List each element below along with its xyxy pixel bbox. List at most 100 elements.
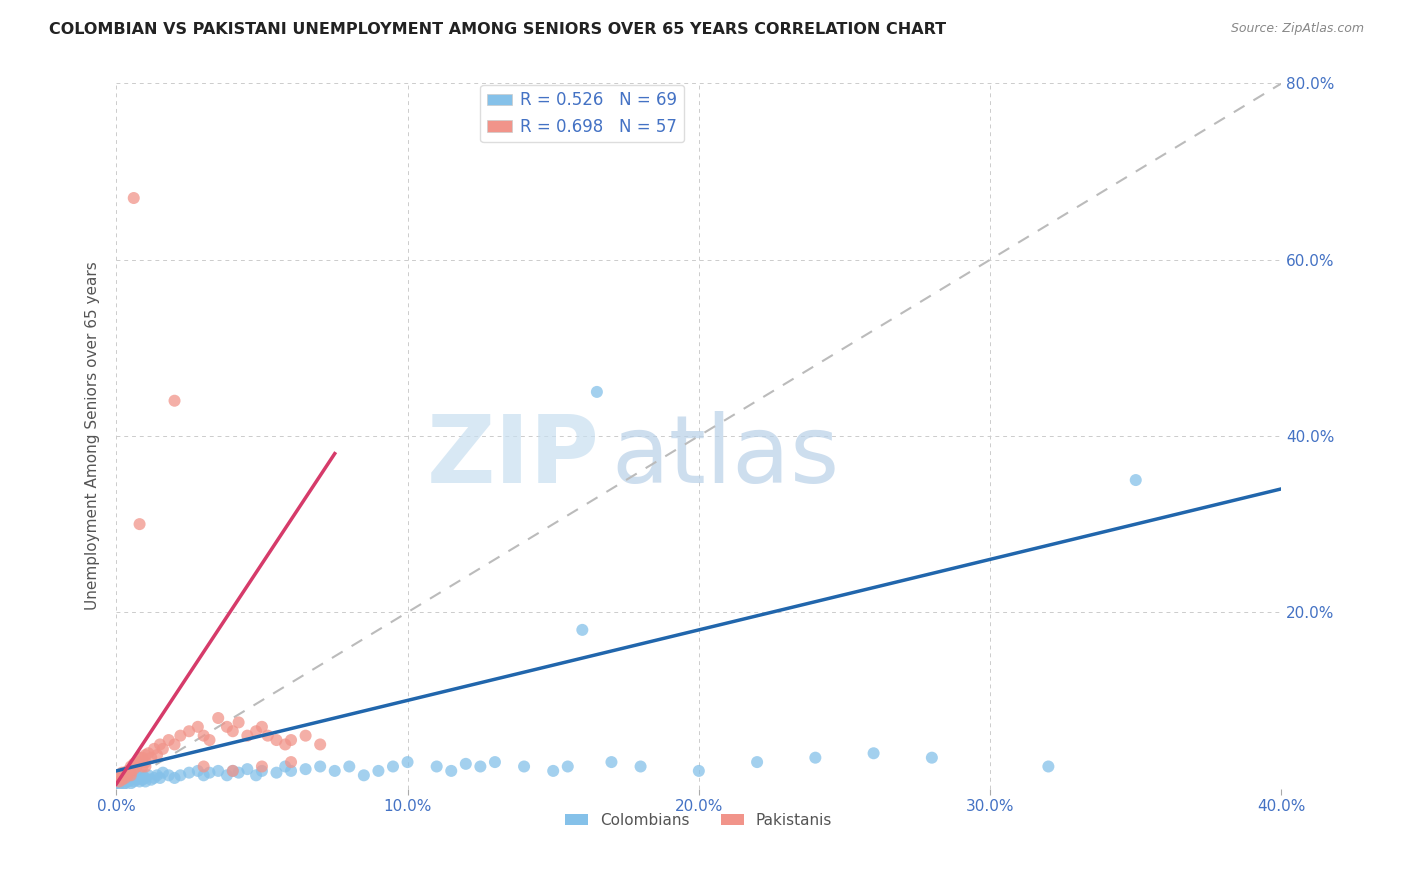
Text: ZIP: ZIP (427, 411, 600, 503)
Point (862, 746, 884, 760)
Point (108, 774, 131, 789)
Point (215, 720, 238, 734)
Point (114, 765, 136, 780)
Text: atlas: atlas (612, 411, 839, 503)
Point (323, 764, 346, 778)
Text: Source: ZipAtlas.com: Source: ZipAtlas.com (1230, 22, 1364, 36)
Point (111, 774, 134, 789)
Point (141, 772, 163, 787)
Point (131, 768, 153, 782)
Point (688, 764, 710, 778)
Point (193, 729, 215, 743)
Point (134, 755, 156, 769)
Point (250, 764, 273, 778)
Point (557, 759, 579, 773)
Point (122, 771, 145, 785)
Point (222, 764, 245, 778)
Point (266, 765, 288, 780)
Point (117, 768, 139, 782)
Point (222, 724, 245, 739)
Point (120, 768, 142, 782)
Point (163, 771, 186, 785)
Point (114, 776, 136, 790)
Point (128, 755, 150, 769)
Point (111, 768, 134, 782)
Point (228, 765, 250, 780)
Point (294, 729, 316, 743)
Point (198, 765, 221, 780)
Point (745, 755, 768, 769)
Point (440, 764, 463, 778)
Point (157, 733, 180, 747)
Point (274, 759, 297, 773)
Point (600, 755, 623, 769)
Point (143, 771, 166, 785)
Point (193, 759, 215, 773)
Point (111, 772, 134, 787)
Point (117, 774, 139, 789)
Point (454, 756, 477, 771)
Point (245, 768, 267, 782)
Point (484, 755, 506, 769)
Point (426, 759, 449, 773)
Point (152, 765, 174, 780)
Point (207, 711, 229, 725)
Point (122, 756, 145, 771)
Point (571, 623, 593, 637)
Point (177, 765, 200, 780)
Point (125, 768, 148, 782)
Point (169, 729, 191, 743)
Point (114, 772, 136, 787)
Point (236, 729, 259, 743)
Text: COLOMBIAN VS PAKISTANI UNEMPLOYMENT AMONG SENIORS OVER 65 YEARS CORRELATION CHAR: COLOMBIAN VS PAKISTANI UNEMPLOYMENT AMON… (49, 22, 946, 37)
Point (134, 747, 156, 762)
Point (309, 759, 332, 773)
Point (280, 764, 302, 778)
Point (114, 771, 136, 785)
Point (382, 759, 405, 773)
Point (207, 764, 229, 778)
Point (169, 768, 191, 782)
Point (134, 774, 156, 789)
Point (131, 750, 153, 764)
Point (187, 764, 209, 778)
Point (309, 738, 332, 752)
Point (250, 759, 273, 773)
Legend: Colombians, Pakistanis: Colombians, Pakistanis (560, 806, 838, 834)
Point (187, 720, 209, 734)
Point (396, 755, 419, 769)
Point (337, 759, 360, 773)
Point (134, 771, 156, 785)
Point (136, 768, 159, 782)
Point (245, 724, 267, 739)
Point (120, 765, 142, 780)
Point (111, 765, 134, 780)
Point (128, 771, 150, 785)
Point (128, 750, 150, 764)
Point (228, 715, 250, 730)
Point (1038, 759, 1060, 773)
Point (131, 759, 153, 773)
Point (149, 738, 172, 752)
Point (1125, 473, 1147, 487)
Point (236, 762, 259, 776)
Point (143, 742, 166, 756)
Point (274, 738, 297, 752)
Point (122, 191, 145, 205)
Y-axis label: Unemployment Among Seniors over 65 years: Unemployment Among Seniors over 65 years (86, 261, 100, 610)
Point (111, 779, 134, 793)
Point (122, 774, 145, 789)
Point (108, 771, 131, 785)
Point (157, 768, 180, 782)
Point (125, 759, 148, 773)
Point (120, 759, 142, 773)
Point (586, 384, 609, 399)
Point (193, 768, 215, 782)
Point (128, 517, 150, 532)
Point (177, 724, 200, 739)
Point (134, 759, 156, 773)
Point (266, 733, 288, 747)
Point (131, 772, 153, 787)
Point (163, 738, 186, 752)
Point (163, 393, 186, 408)
